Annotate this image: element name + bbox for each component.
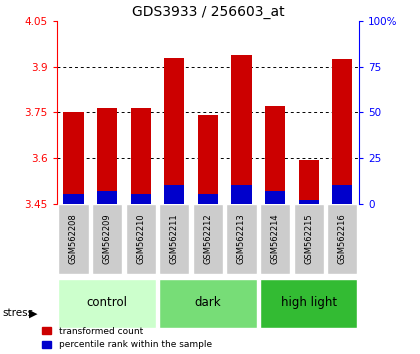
FancyBboxPatch shape: [92, 204, 122, 274]
FancyBboxPatch shape: [294, 204, 324, 274]
Bar: [265, 191, 285, 204]
Bar: [63, 194, 84, 204]
Bar: [164, 58, 184, 204]
Text: dark: dark: [194, 296, 221, 309]
Bar: [231, 55, 252, 204]
Bar: [299, 200, 319, 204]
FancyBboxPatch shape: [260, 279, 357, 328]
Bar: [164, 185, 184, 204]
Text: GSM562213: GSM562213: [237, 213, 246, 264]
Text: GSM562210: GSM562210: [136, 213, 145, 264]
Bar: [131, 194, 151, 204]
Bar: [265, 106, 285, 204]
Bar: [63, 112, 84, 204]
FancyBboxPatch shape: [226, 204, 257, 274]
Bar: [231, 185, 252, 204]
Text: GSM562216: GSM562216: [338, 213, 347, 264]
Legend: transformed count, percentile rank within the sample: transformed count, percentile rank withi…: [42, 327, 212, 349]
Bar: [198, 115, 218, 204]
Text: high light: high light: [281, 296, 337, 309]
Bar: [198, 194, 218, 204]
Bar: [97, 191, 117, 204]
FancyBboxPatch shape: [159, 279, 257, 328]
Bar: [332, 185, 352, 204]
FancyBboxPatch shape: [58, 279, 156, 328]
FancyBboxPatch shape: [58, 204, 89, 274]
FancyBboxPatch shape: [159, 204, 189, 274]
Text: stress: stress: [2, 308, 33, 318]
Text: GSM562208: GSM562208: [69, 213, 78, 264]
Bar: [332, 59, 352, 204]
Bar: [131, 108, 151, 204]
Text: GSM562211: GSM562211: [170, 213, 179, 264]
FancyBboxPatch shape: [327, 204, 357, 274]
Text: GSM562209: GSM562209: [102, 213, 112, 264]
Bar: [299, 160, 319, 204]
FancyBboxPatch shape: [193, 204, 223, 274]
Text: control: control: [87, 296, 128, 309]
Title: GDS3933 / 256603_at: GDS3933 / 256603_at: [131, 5, 284, 19]
FancyBboxPatch shape: [126, 204, 156, 274]
Text: GSM562212: GSM562212: [203, 213, 213, 264]
Text: GSM562214: GSM562214: [270, 213, 280, 264]
Text: ▶: ▶: [29, 308, 37, 318]
FancyBboxPatch shape: [260, 204, 290, 274]
Text: GSM562215: GSM562215: [304, 213, 313, 264]
Bar: [97, 108, 117, 204]
